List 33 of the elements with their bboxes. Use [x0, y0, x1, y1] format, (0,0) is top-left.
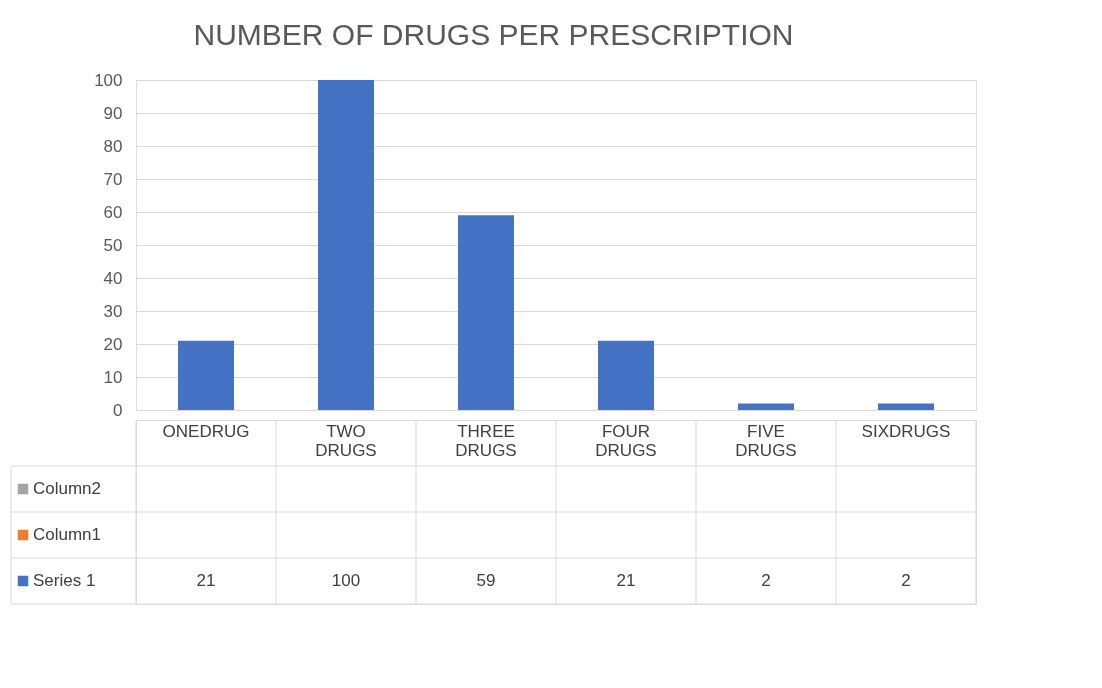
legend-label: Column1 [33, 525, 102, 544]
bar [318, 80, 374, 410]
bar [598, 340, 654, 410]
x-tick-label: FIVE DRUGS [735, 422, 797, 460]
x-tick-label: SIXDRUGS [861, 422, 951, 441]
y-tick-label: 20 [103, 334, 123, 354]
x-tick-label: TWO DRUGS [315, 422, 377, 460]
data-label: 21 [196, 571, 216, 590]
legend-label: Column2 [33, 479, 102, 498]
y-tick-label: 60 [103, 202, 123, 222]
data-label: 21 [616, 571, 636, 590]
x-tick-label: ONEDRUG [162, 422, 250, 441]
y-tick-label: 10 [103, 367, 123, 387]
bar [178, 340, 234, 410]
chart-title: NUMBER OF DRUGS PER PRESCRIPTION [193, 17, 794, 51]
y-tick-label: 0 [113, 400, 123, 420]
y-tick-label: 70 [103, 169, 123, 189]
data-label: 2 [901, 571, 911, 590]
bar [458, 215, 514, 410]
y-tick-label: 40 [103, 268, 123, 288]
x-tick-label: FOUR DRUGS [595, 422, 657, 460]
y-tick-label: 90 [103, 103, 123, 123]
bar [878, 403, 934, 410]
data-label: 2 [761, 571, 771, 590]
legend-label: Series 1 [33, 571, 96, 590]
y-tick-label: 50 [103, 235, 123, 255]
bar [738, 403, 794, 410]
data-label: 100 [331, 571, 361, 590]
y-tick-label: 30 [103, 301, 123, 321]
x-tick-label: THREE DRUGS [455, 422, 517, 460]
y-tick-label: 100 [94, 70, 123, 90]
y-tick-label: 80 [103, 136, 123, 156]
data-label: 59 [476, 571, 496, 590]
